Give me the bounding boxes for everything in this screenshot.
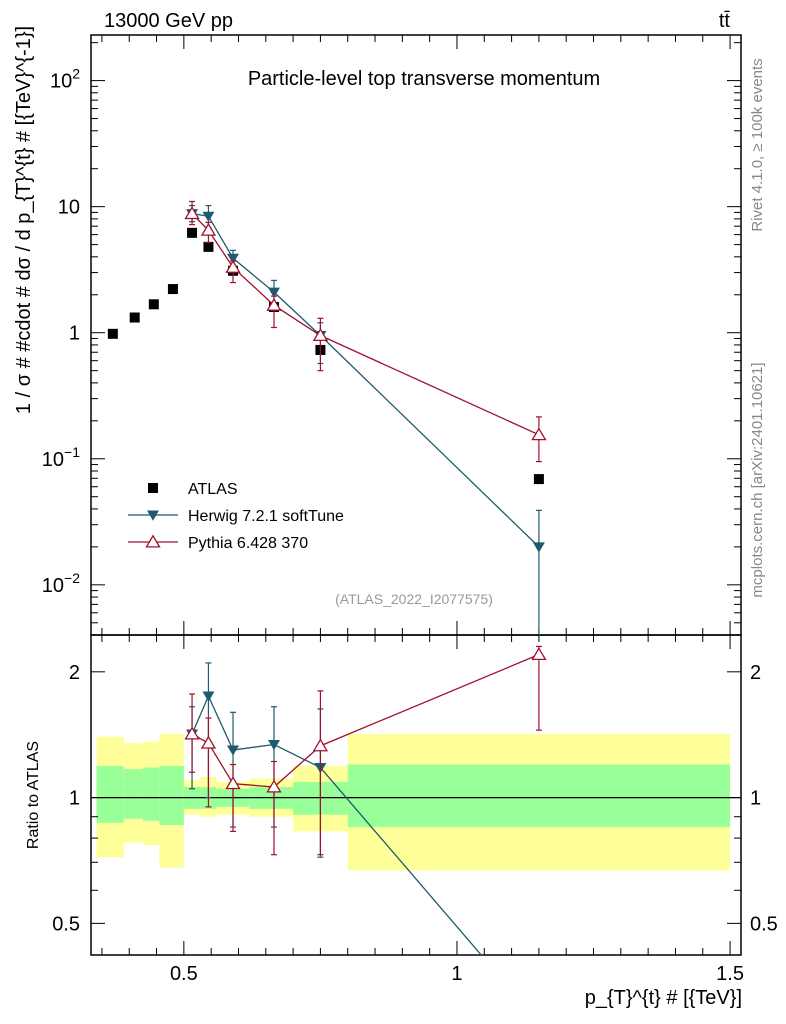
plot-frames: [90, 34, 742, 956]
main-y-tick-label: 10−2: [42, 570, 80, 597]
ratio-data-point: [200, 735, 217, 749]
ratio-y-tick-label-right: 0.5: [750, 913, 778, 935]
band-inner-9: [347, 764, 731, 828]
main-data-point: [148, 299, 159, 310]
tick-labels: 10−2 10−1 1 10 102 0.5 1 1.5 0.5 0.5 1 1 2 2: [42, 66, 778, 985]
main-data-point: [267, 287, 280, 298]
main-y-tick-label: 102: [50, 66, 80, 93]
main-data-point: [225, 259, 241, 273]
main-series-line: [191, 213, 540, 548]
ratio-data-point: [267, 739, 280, 751]
ratio-y-tick-label: 2: [69, 662, 80, 684]
ratio-y-tick-label: 1: [69, 788, 80, 810]
main-data-point: [531, 427, 547, 441]
ratio-series-line: [191, 694, 483, 955]
main-data-point: [312, 328, 329, 342]
ratio-data-point: [184, 726, 200, 740]
data-series: [107, 200, 547, 955]
rivet-label: Rivet 4.1.0, ≥ 100k events: [749, 58, 766, 231]
band-inner-0: [96, 766, 124, 823]
band-inner-1: [123, 769, 143, 819]
ratio-data-point: [227, 745, 240, 756]
ratio-data-point: [225, 776, 241, 790]
main-series-pythia-6-428-370: [184, 200, 547, 463]
main-y-tick-label: 10−1: [42, 444, 80, 471]
header-left-label: 13000 GeV pp: [104, 10, 233, 32]
band-inner-2: [142, 767, 160, 821]
ratio-y-axis-label: Ratio to ATLAS: [25, 741, 42, 849]
analysis-label: (ATLAS_2022_I2077575): [335, 591, 493, 607]
ratio-data-point: [531, 647, 547, 661]
ratio-series-pythia-6-428-370: [184, 645, 547, 856]
x-axis-label: p_{T}^{t} # [{TeV}]: [585, 987, 742, 1009]
x-tick-label: 1.5: [716, 963, 744, 985]
main-data-point: [107, 328, 118, 339]
main-series-atlas: [107, 227, 544, 485]
chart-title: Particle-level top transverse momentum: [248, 68, 600, 90]
main-data-point: [202, 211, 215, 222]
main-data-point: [532, 542, 545, 553]
main-data-point: [200, 222, 217, 236]
ratio-bands: [91, 733, 741, 871]
main-data-point: [167, 284, 178, 295]
main-y-tick-label: 1: [69, 323, 80, 345]
legend-entry: Pythia 6.428 370: [128, 534, 308, 552]
x-tick-label: 1: [451, 963, 462, 985]
axis-ticks: [91, 35, 741, 955]
ratio-y-tick-label-right: 2: [750, 662, 761, 684]
header-right-label: tt̄: [719, 10, 731, 32]
main-data-point: [184, 206, 200, 220]
ratio-data-point: [266, 779, 282, 793]
ratio-data-point: [312, 738, 329, 752]
legend-label: Pythia 6.428 370: [188, 535, 308, 552]
main-data-point: [266, 297, 282, 311]
legend-entry: ATLAS: [148, 481, 238, 498]
band-inner-3: [159, 766, 184, 825]
legend: ATLAS Herwig 7.2.1 softTune Pythia 6.428 3…: [128, 481, 344, 552]
legend-label: ATLAS: [188, 481, 238, 498]
legend-entry: Herwig 7.2.1 softTune: [128, 508, 344, 525]
main-data-point: [187, 227, 198, 238]
ratio-y-tick-label: 0.5: [52, 913, 80, 935]
main-data-point: [227, 253, 240, 264]
main-series-herwig-7-2-1-softtune: [186, 204, 545, 635]
main-data-point: [203, 241, 214, 252]
legend-marker: [148, 483, 158, 493]
main-series-line: [191, 213, 540, 436]
main-data-point: [129, 312, 140, 323]
ratio-plot-frame: [90, 634, 742, 956]
x-tick-label: 0.5: [170, 963, 198, 985]
legend-marker: [147, 510, 159, 521]
main-y-axis-label: 1 / σ # #cdot # dσ / d p_{T}^{t} # [{TeV…: [13, 26, 35, 414]
legend-marker: [145, 534, 161, 548]
main-data-point: [533, 474, 544, 485]
ratio-data-point: [202, 691, 215, 702]
ratio-y-tick-label-right: 1: [750, 788, 761, 810]
main-y-tick-label: 10: [58, 197, 80, 219]
mcplots-label: mcplots.cern.ch [arXiv:2401.10621]: [749, 362, 766, 597]
legend-label: Herwig 7.2.1 softTune: [188, 508, 344, 525]
